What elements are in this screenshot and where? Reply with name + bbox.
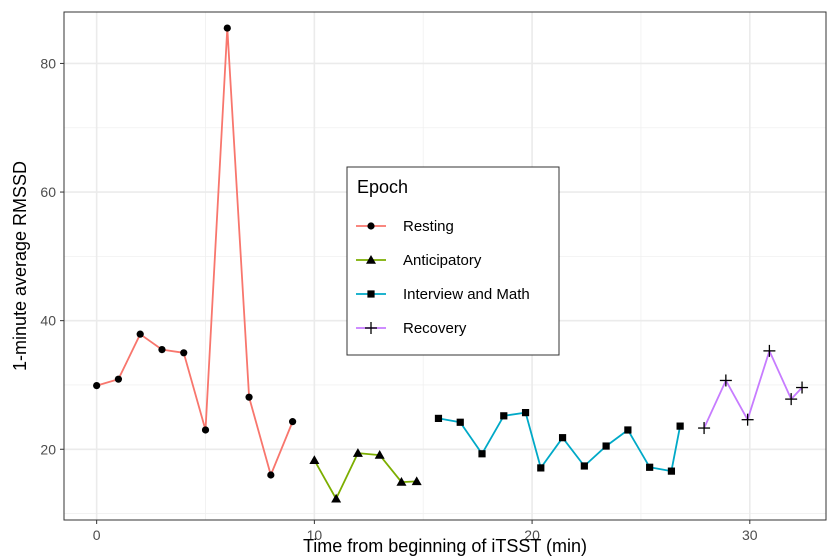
data-point-anticipatory (331, 493, 342, 503)
y-tick-label: 60 (40, 184, 56, 200)
legend: Epoch Resting Anticipatory Interview and M… (346, 166, 560, 356)
data-point-recovery (719, 374, 732, 387)
data-point-recovery (785, 393, 798, 406)
data-point-interview-and-math (667, 467, 676, 475)
data-point-anticipatory (411, 476, 422, 486)
data-point-resting (245, 393, 253, 401)
data-point-interview-and-math (646, 463, 654, 471)
data-point-resting (114, 375, 123, 383)
y-tick-label: 20 (40, 441, 56, 457)
data-point-interview-and-math (602, 442, 610, 450)
data-point-resting (158, 345, 166, 354)
legend-label-anticipatory: Anticipatory (403, 252, 482, 269)
y-tick-label: 40 (40, 313, 56, 329)
data-point-resting (223, 24, 231, 32)
x-tick-label: 30 (742, 527, 758, 543)
data-point-interview-and-math (456, 418, 464, 426)
data-point-interview-and-math (478, 450, 486, 458)
data-point-resting (180, 349, 188, 357)
legend-entries: Resting Anticipatory Interview and Math Rec… (356, 218, 530, 337)
legend-item-interview-and-math: Interview and Math (356, 286, 530, 303)
data-point-interview-and-math (500, 412, 508, 420)
legend-key-marker-recovery (365, 322, 377, 334)
series-line-recovery (703, 349, 803, 429)
legend-key-marker-interview-and-math (367, 290, 375, 298)
legend-title: Epoch (357, 177, 408, 197)
data-point-interview-and-math (580, 462, 588, 470)
legend-label-recovery: Recovery (403, 320, 467, 337)
data-point-anticipatory (396, 477, 407, 486)
data-point-anticipatory (309, 455, 320, 464)
legend-label-resting: Resting (403, 218, 454, 235)
legend-item-resting: Resting (356, 218, 454, 235)
legend-key-marker-resting (367, 222, 375, 230)
data-point-interview-and-math (521, 409, 530, 417)
data-point-recovery (698, 422, 711, 435)
legend-item-recovery: Recovery (356, 320, 467, 337)
legend-label-interview-and-math: Interview and Math (403, 286, 530, 303)
data-point-anticipatory (352, 448, 363, 457)
legend-key-marker-anticipatory (366, 255, 376, 264)
data-point-resting (267, 471, 275, 479)
data-point-resting (289, 418, 297, 426)
data-point-resting (201, 426, 210, 434)
x-tick-label: 0 (93, 527, 101, 543)
x-tick-label: 10 (307, 527, 323, 543)
data-point-recovery (741, 413, 754, 426)
x-tick-label: 20 (524, 527, 540, 543)
data-point-anticipatory (374, 450, 385, 459)
y-tick-label: 80 (40, 55, 56, 71)
data-point-recovery (796, 381, 809, 394)
x-axis-title: Time from beginning of iTSST (min) (303, 536, 587, 556)
legend-box (346, 166, 560, 356)
series-line-resting (96, 27, 294, 476)
data-point-interview-and-math (434, 414, 443, 422)
legend-item-anticipatory: Anticipatory (356, 252, 482, 269)
data-point-resting (93, 382, 101, 390)
y-axis-title: 1-minute average RMSSD (10, 161, 30, 371)
data-point-interview-and-math (558, 434, 567, 442)
plot-panel-border (63, 11, 827, 521)
data-point-interview-and-math (537, 464, 545, 472)
series-markers (93, 24, 809, 503)
data-point-resting (136, 330, 144, 338)
axis-ticks: 0 10 20 30 20 40 60 80 (40, 55, 757, 543)
data-point-interview-and-math (676, 422, 684, 430)
data-point-interview-and-math (624, 426, 632, 434)
data-point-recovery (763, 344, 776, 357)
